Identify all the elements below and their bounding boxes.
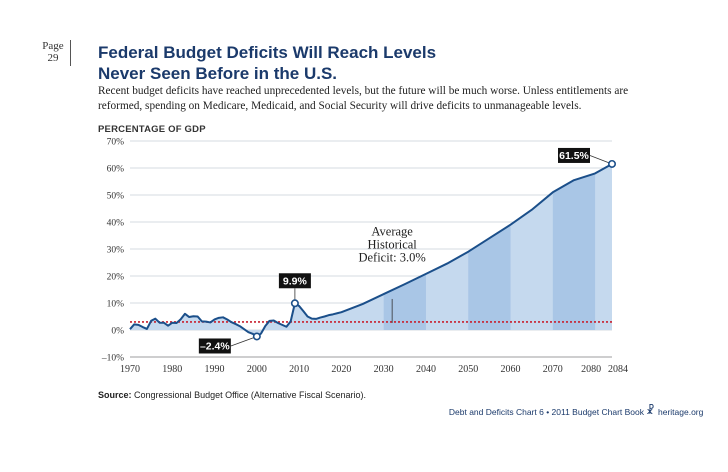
x-tick-label: 2060 <box>501 364 521 375</box>
callout-marker <box>290 299 299 308</box>
source-note: Source: Congressional Budget Office (Alt… <box>98 390 366 400</box>
callout-box <box>558 147 590 163</box>
decade-band <box>552 163 596 337</box>
chart-title: Federal Budget Deficits Will Reach Level… <box>98 42 698 84</box>
y-tick-label: 30% <box>107 246 125 256</box>
callout-label: 9.9% <box>283 275 308 287</box>
callout-box <box>198 338 231 354</box>
average-label-line: Deficit: 3.0% <box>358 251 425 265</box>
liberty-bell-icon: ☧ <box>646 404 655 417</box>
callout-marker <box>252 332 261 341</box>
x-tick-label: 2080 <box>581 364 601 375</box>
y-tick-label: 40% <box>107 219 125 229</box>
callout-box <box>278 273 311 289</box>
source-text: Congressional Budget Office (Alternative… <box>134 390 366 400</box>
chart-title-line-1: Federal Budget Deficits Will Reach Level… <box>98 43 437 62</box>
source-label: Source: <box>98 390 132 400</box>
y-tick-label: –10% <box>101 354 124 364</box>
callout-marker <box>607 159 616 168</box>
average-label-line: Average <box>371 225 413 239</box>
callout-leader <box>230 336 257 347</box>
y-tick-label: 60% <box>107 165 125 175</box>
y-tick-label: 50% <box>107 192 125 202</box>
y-axis-title: PERCENTAGE OF GDP <box>98 124 206 135</box>
y-tick-label: 70% <box>107 138 125 148</box>
y-tick-label: 20% <box>107 273 125 283</box>
page-number: Page 29 <box>38 40 68 64</box>
chart-book-credit: Debt and Deficits Chart 6 • 2011 Budget … <box>448 407 644 417</box>
y-tick-label: 0% <box>111 327 124 337</box>
site-link[interactable]: heritage.org <box>658 407 704 417</box>
deficit-line <box>129 163 613 338</box>
page-label-text: Page <box>42 40 64 52</box>
x-tick-label: 2040 <box>416 364 436 375</box>
x-tick-label: 2020 <box>331 364 351 375</box>
callout-label: –2.4% <box>200 340 230 352</box>
x-tick-label: 2000 <box>247 364 267 375</box>
x-tick-label: 2070 <box>543 364 563 375</box>
callout-label: 61.5% <box>559 150 589 162</box>
chart-title-line-2: Never Seen Before in the U.S. <box>98 64 338 83</box>
x-tick-label: 2030 <box>374 364 394 375</box>
x-tick-label: 2050 <box>458 364 478 375</box>
average-label-line: Historical <box>367 238 417 252</box>
x-tick-label: 2010 <box>289 364 309 375</box>
x-tick-label: 1990 <box>205 364 225 375</box>
page-divider <box>70 40 71 66</box>
x-tick-label: 1970 <box>120 364 140 375</box>
chart-subtitle: Recent budget deficits have reached unpr… <box>98 85 629 112</box>
x-tick-label: 2084 <box>608 364 628 375</box>
page-number-value: 29 <box>47 52 59 64</box>
decade-band <box>468 163 511 337</box>
y-tick-label: 10% <box>107 300 125 310</box>
x-tick-label: 1980 <box>162 364 182 375</box>
